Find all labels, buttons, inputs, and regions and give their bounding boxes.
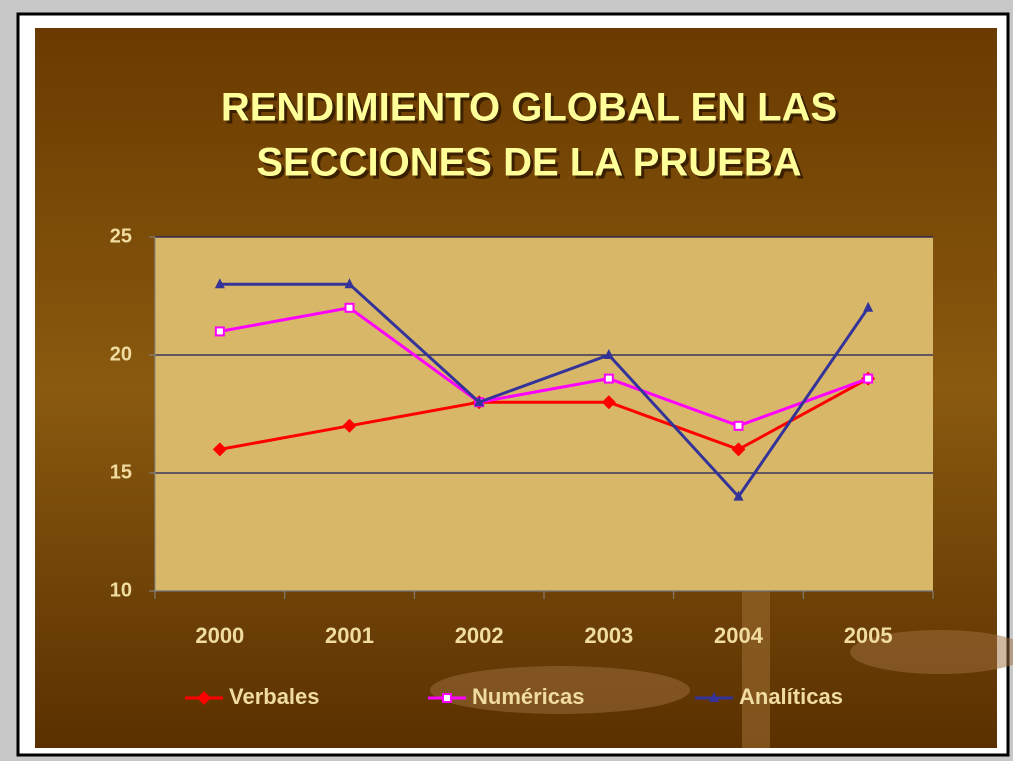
data-point: [603, 373, 614, 384]
scale-pan: [430, 666, 690, 714]
x-tick-label: 2005: [844, 623, 893, 648]
chart-title-shadow: SECCIONES DE LA PRUEBA: [259, 144, 804, 188]
x-tick-label: 2004: [714, 623, 764, 648]
data-point: [344, 302, 355, 313]
chart-title: RENDIMIENTO GLOBAL EN LAS: [221, 86, 837, 130]
x-tick-label: 2000: [195, 623, 244, 648]
data-point: [214, 278, 225, 289]
series-line: [219, 282, 870, 500]
y-tick-label: 20: [110, 343, 132, 365]
scale-pan: [850, 630, 1013, 674]
y-tick-label: 25: [110, 225, 132, 247]
chart-title: SECCIONES DE LA PRUEBA: [256, 141, 801, 185]
data-point: [603, 349, 614, 359]
x-tick-label: 2002: [455, 623, 504, 648]
data-point: [214, 326, 225, 337]
series-line: [219, 377, 869, 452]
plot-area: [155, 237, 933, 591]
legend-label: Analíticas: [739, 684, 843, 709]
data-point: [863, 373, 874, 384]
legend-marker: [197, 691, 211, 705]
data-point: [474, 396, 485, 407]
x-tick-label: 2001: [325, 623, 374, 648]
legend-label: Verbales: [229, 684, 320, 709]
data-point: [733, 420, 744, 431]
data-point: [342, 418, 357, 433]
series-line: [219, 306, 869, 428]
data-point: [863, 301, 874, 312]
legend-label: Numéricas: [472, 684, 585, 709]
data-point: [733, 490, 744, 501]
data-point: [212, 442, 227, 457]
y-tick-label: 10: [110, 579, 132, 601]
data-point: [344, 278, 355, 289]
chart: 10 15 20 25 2000 2001 2002 2003 2004 2005 Verbales…: [110, 225, 934, 709]
legend-marker: [442, 693, 452, 703]
chart-title-shadow: RENDIMIENTO GLOBAL EN LAS: [224, 89, 840, 133]
data-point: [601, 395, 616, 410]
x-tick-label: 2003: [584, 623, 633, 648]
y-tick-label: 15: [110, 461, 132, 483]
data-point: [731, 442, 746, 457]
legend-marker: [709, 692, 719, 702]
